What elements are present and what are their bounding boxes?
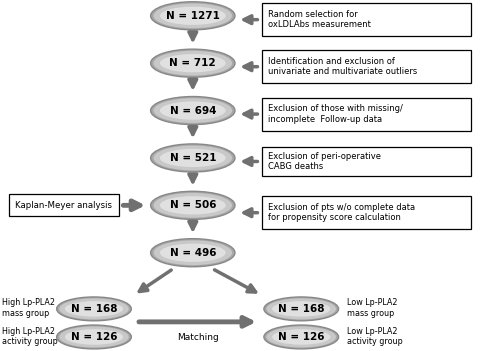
Text: Matching: Matching [177, 333, 218, 342]
Ellipse shape [154, 4, 232, 28]
Text: Random selection for
oxLDLAbs measurement: Random selection for oxLDLAbs measuremen… [268, 10, 371, 29]
Text: N = 496: N = 496 [170, 248, 216, 258]
Ellipse shape [272, 329, 330, 345]
Text: N = 712: N = 712 [170, 58, 216, 68]
Text: Exclusion of pts w/o complete data
for propensity score calculation: Exclusion of pts w/o complete data for p… [268, 203, 415, 223]
FancyBboxPatch shape [262, 147, 471, 176]
Ellipse shape [160, 54, 226, 72]
Text: Kaplan-Meyer analysis: Kaplan-Meyer analysis [15, 201, 112, 210]
Text: Low Lp-PLA2
mass group: Low Lp-PLA2 mass group [347, 298, 398, 318]
Ellipse shape [160, 149, 226, 167]
Ellipse shape [150, 97, 235, 125]
Text: Exclusion of peri-operative
CABG deaths: Exclusion of peri-operative CABG deaths [268, 152, 381, 171]
Ellipse shape [154, 146, 232, 170]
Ellipse shape [150, 239, 235, 267]
Ellipse shape [264, 325, 338, 349]
Ellipse shape [57, 297, 131, 321]
Text: N = 694: N = 694 [170, 106, 216, 115]
Ellipse shape [160, 7, 226, 25]
Ellipse shape [272, 301, 330, 317]
Ellipse shape [150, 49, 235, 77]
Ellipse shape [65, 329, 123, 345]
Ellipse shape [160, 101, 226, 120]
FancyBboxPatch shape [9, 194, 119, 216]
FancyBboxPatch shape [262, 196, 471, 229]
FancyBboxPatch shape [262, 3, 471, 36]
Text: N = 168: N = 168 [278, 304, 324, 314]
FancyBboxPatch shape [262, 98, 471, 131]
Text: High Lp-PLA2
activity group: High Lp-PLA2 activity group [2, 326, 58, 346]
Ellipse shape [150, 144, 235, 172]
Ellipse shape [267, 298, 336, 319]
Ellipse shape [160, 244, 226, 262]
Text: Exclusion of those with missing/
incomplete  Follow-up data: Exclusion of those with missing/ incompl… [268, 104, 403, 124]
Ellipse shape [150, 2, 235, 30]
Text: N = 126: N = 126 [71, 332, 117, 342]
Text: N = 506: N = 506 [170, 200, 216, 210]
Ellipse shape [154, 240, 232, 265]
Ellipse shape [150, 191, 235, 219]
Text: N = 1271: N = 1271 [166, 11, 220, 21]
FancyBboxPatch shape [262, 50, 471, 83]
Ellipse shape [154, 193, 232, 218]
Ellipse shape [65, 301, 123, 317]
Text: Identification and exclusion of
univariate and multivariate outliers: Identification and exclusion of univaria… [268, 57, 418, 77]
Ellipse shape [267, 326, 336, 347]
Ellipse shape [57, 325, 131, 349]
Text: N = 126: N = 126 [278, 332, 324, 342]
Ellipse shape [154, 51, 232, 75]
Ellipse shape [59, 298, 129, 319]
Ellipse shape [264, 297, 338, 321]
Ellipse shape [160, 196, 226, 214]
Ellipse shape [59, 326, 129, 347]
Text: High Lp-PLA2
mass group: High Lp-PLA2 mass group [2, 298, 55, 318]
Text: Low Lp-PLA2
activity group: Low Lp-PLA2 activity group [347, 326, 403, 346]
Text: N = 521: N = 521 [170, 153, 216, 163]
Ellipse shape [154, 98, 232, 123]
Text: N = 168: N = 168 [71, 304, 117, 314]
